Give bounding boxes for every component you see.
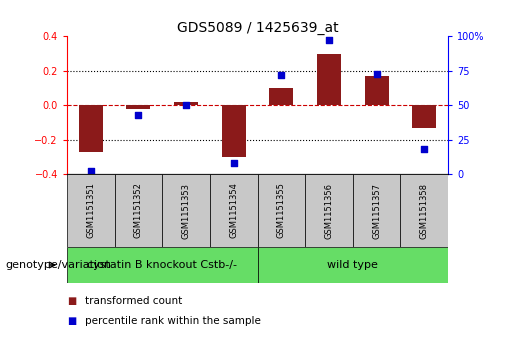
Bar: [258, 247, 448, 283]
Text: transformed count: transformed count: [85, 296, 182, 306]
Point: [325, 37, 333, 43]
Point: [372, 71, 381, 77]
Point: [134, 112, 143, 118]
Title: GDS5089 / 1425639_at: GDS5089 / 1425639_at: [177, 21, 338, 35]
Bar: [79, 105, 102, 152]
Bar: [258, 174, 305, 247]
Text: GSM1151356: GSM1151356: [324, 183, 333, 238]
Bar: [353, 174, 401, 247]
Bar: [127, 105, 150, 109]
Bar: [317, 54, 341, 105]
Text: percentile rank within the sample: percentile rank within the sample: [85, 316, 261, 326]
Text: GSM1151357: GSM1151357: [372, 183, 381, 238]
Text: ■: ■: [67, 316, 76, 326]
Text: GSM1151358: GSM1151358: [420, 183, 428, 238]
Point: [420, 147, 428, 152]
Text: GSM1151355: GSM1151355: [277, 183, 286, 238]
Bar: [210, 174, 258, 247]
Bar: [365, 76, 388, 105]
Text: GSM1151351: GSM1151351: [87, 183, 95, 238]
Text: ■: ■: [67, 296, 76, 306]
Bar: [67, 174, 115, 247]
Text: GSM1151354: GSM1151354: [229, 183, 238, 238]
Point: [182, 102, 190, 108]
Point: [230, 160, 238, 166]
Bar: [401, 174, 448, 247]
Point: [277, 72, 285, 78]
Bar: [162, 174, 210, 247]
Text: GSM1151353: GSM1151353: [182, 183, 191, 238]
Bar: [305, 174, 353, 247]
Bar: [222, 105, 246, 157]
Bar: [174, 102, 198, 105]
Text: genotype/variation: genotype/variation: [5, 260, 111, 270]
Bar: [67, 247, 258, 283]
Point: [87, 168, 95, 174]
Bar: [114, 174, 162, 247]
Bar: [269, 88, 293, 105]
Text: GSM1151352: GSM1151352: [134, 183, 143, 238]
Text: cystatin B knockout Cstb-/-: cystatin B knockout Cstb-/-: [87, 260, 237, 270]
Bar: [413, 105, 436, 128]
Text: wild type: wild type: [328, 260, 378, 270]
